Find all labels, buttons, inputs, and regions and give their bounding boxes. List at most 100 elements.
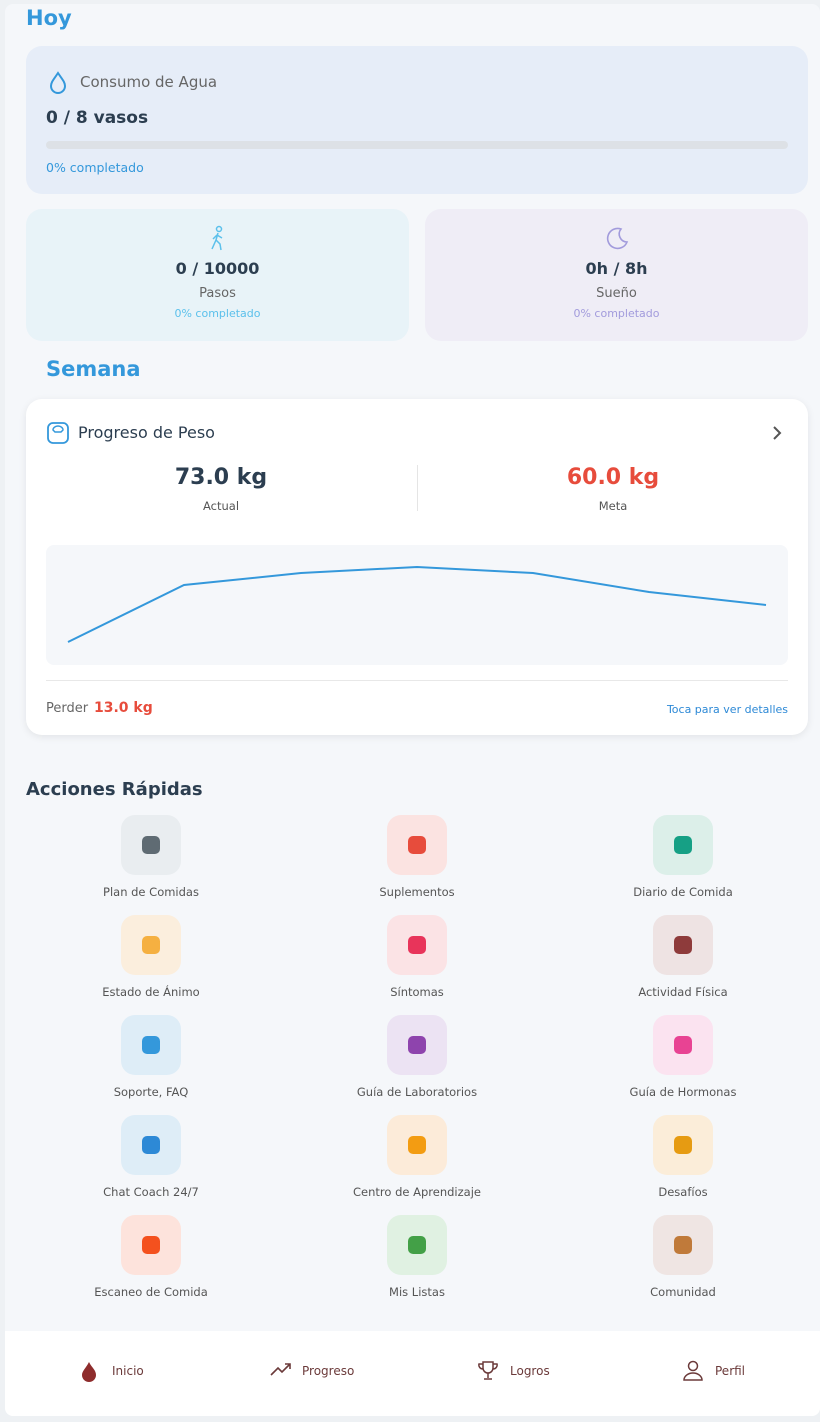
sleep-value: 0h / 8h (585, 259, 648, 278)
action-label: Estado de Ánimo (102, 985, 200, 999)
app: Hoy Consumo de Agua 0 / 8 vasos 0% compl… (5, 4, 820, 1416)
action-icon (142, 836, 160, 854)
action-icon-box (121, 1115, 181, 1175)
action-icon-box (653, 1215, 713, 1275)
action-label: Síntomas (390, 985, 444, 999)
chevron[interactable] (770, 425, 784, 441)
quick-action[interactable]: Escaneo de Comida (51, 1215, 251, 1299)
action-label: Plan de Comidas (103, 885, 199, 899)
nav-item[interactable]: Progreso (270, 1360, 354, 1382)
separator (46, 680, 788, 681)
steps-progress: 0% completado (174, 307, 261, 320)
goal-weight: 60.0 kg (566, 465, 660, 490)
scale-icon (47, 422, 69, 444)
quick-action[interactable]: Centro de Aprendizaje (317, 1115, 517, 1199)
steps-card: 0 / 10000 Pasos 0% completado (26, 209, 409, 341)
quick-action[interactable]: Síntomas (317, 915, 517, 999)
divider (417, 465, 418, 511)
action-icon (408, 836, 426, 854)
action-icon-box (653, 815, 713, 875)
nav-icon (270, 1363, 291, 1376)
weight-line (67, 565, 767, 643)
nav-label: Inicio (112, 1364, 144, 1378)
action-icon-box (121, 1215, 181, 1275)
current-label: Actual (202, 499, 240, 513)
goal-label: Meta (598, 499, 628, 513)
action-icon-box (387, 1015, 447, 1075)
action-label: Guía de Hormonas (629, 1085, 737, 1099)
quick-action[interactable]: Plan de Comidas (51, 815, 251, 899)
action-label: Actividad Física (638, 985, 728, 999)
quick-action[interactable]: Actividad Física (583, 915, 783, 999)
nav-bar (5, 1331, 820, 1416)
quick-action[interactable]: Diario de Comida (583, 815, 783, 899)
quick-action[interactable]: Mis Listas (317, 1215, 517, 1299)
action-label: Suplementos (379, 885, 455, 899)
action-label: Escaneo de Comida (94, 1285, 208, 1299)
action-icon (408, 936, 426, 954)
weight-chart (46, 545, 788, 665)
action-icon (142, 1236, 160, 1254)
water-card: Consumo de Agua 0 / 8 vasos 0% completad… (26, 46, 808, 194)
water-bar (46, 141, 788, 149)
details-link[interactable]: Toca para ver detalles (666, 703, 788, 716)
nav-item[interactable]: Perfil (683, 1360, 745, 1382)
current-weight: 73.0 kg (174, 465, 268, 490)
action-label: Soporte, FAQ (113, 1085, 189, 1099)
action-icon (142, 1036, 160, 1054)
action-label: Desafíos (658, 1185, 708, 1199)
nav-icon (82, 1362, 96, 1382)
weight-card[interactable]: Progreso de Peso 73.0 kg Actual 60.0 kg … (26, 399, 808, 735)
action-label: Comunidad (650, 1285, 716, 1299)
action-icon (674, 1236, 692, 1254)
action-label: Chat Coach 24/7 (103, 1185, 199, 1199)
chart-bg (46, 545, 788, 665)
action-icon-box (121, 1015, 181, 1075)
water-value: 0 / 8 vasos (46, 108, 149, 128)
quick-action[interactable]: Chat Coach 24/7 (51, 1115, 251, 1199)
sleep-label: Sueño (596, 286, 637, 301)
action-icon-box (653, 1015, 713, 1075)
action-icon-box (121, 915, 181, 975)
action-label: Guía de Laboratorios (356, 1085, 478, 1099)
nav-item[interactable]: Inicio (80, 1360, 144, 1382)
lose-label: Perder (46, 701, 89, 716)
action-icon (408, 1236, 426, 1254)
action-icon-box (387, 1215, 447, 1275)
nav-label: Logros (510, 1364, 550, 1378)
action-label: Centro de Aprendizaje (353, 1185, 481, 1199)
quick-action[interactable]: Desafíos (583, 1115, 783, 1199)
sleep-progress: 0% completado (573, 307, 660, 320)
action-icon-box (653, 915, 713, 975)
action-icon (674, 836, 692, 854)
water-progress: 0% completado (46, 160, 144, 175)
nav-icon (683, 1360, 703, 1381)
quick-action[interactable]: Suplementos (317, 815, 517, 899)
action-label: Diario de Comida (633, 885, 733, 899)
week-title: Semana (46, 357, 141, 381)
quick-action[interactable]: Guía de Hormonas (583, 1015, 783, 1099)
action-icon (142, 936, 160, 954)
action-icon-box (387, 915, 447, 975)
quick-action[interactable]: Soporte, FAQ (51, 1015, 251, 1099)
nav-icon (478, 1361, 498, 1380)
steps-label: Pasos (199, 286, 236, 301)
quick-action[interactable]: Estado de Ánimo (51, 915, 251, 999)
lose-value: 13.0 kg (94, 700, 153, 716)
sleep-card: 0h / 8h Sueño 0% completado (425, 209, 808, 341)
quick-action[interactable]: Comunidad (583, 1215, 783, 1299)
action-icon-box (387, 1115, 447, 1175)
action-icon (674, 936, 692, 954)
water-label: Consumo de Agua (80, 73, 218, 91)
sleep-icon (606, 227, 628, 250)
today-title: Hoy (26, 6, 72, 30)
action-icon (408, 1136, 426, 1154)
steps-value: 0 / 10000 (175, 259, 260, 278)
action-icon (674, 1036, 692, 1054)
nav-label: Progreso (302, 1364, 355, 1378)
nav-label: Perfil (715, 1364, 746, 1378)
nav-item[interactable]: Logros (478, 1360, 550, 1382)
quick-action[interactable]: Guía de Laboratorios (317, 1015, 517, 1099)
